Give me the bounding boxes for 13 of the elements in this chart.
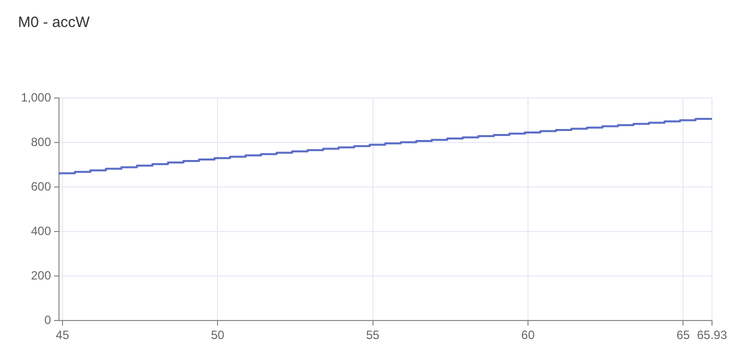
y-tick-label: 600 bbox=[31, 179, 52, 194]
y-tick-label: 1,000 bbox=[21, 90, 52, 104]
y-tick-label: 400 bbox=[31, 224, 52, 238]
x-tick-label: 50 bbox=[210, 328, 225, 342]
x-tick-label: 45 bbox=[56, 328, 70, 342]
y-tick-label: 0 bbox=[44, 312, 52, 327]
y-tick-label: 200 bbox=[31, 268, 52, 282]
chart-title: M0 - accW bbox=[18, 14, 91, 32]
x-tick-label: 65.93 bbox=[696, 328, 728, 342]
x-tick-label: 60 bbox=[521, 328, 535, 342]
x-tick-label: 55 bbox=[366, 328, 380, 342]
x-tick-label: 65 bbox=[676, 328, 690, 342]
y-tick-label: 800 bbox=[31, 134, 52, 149]
